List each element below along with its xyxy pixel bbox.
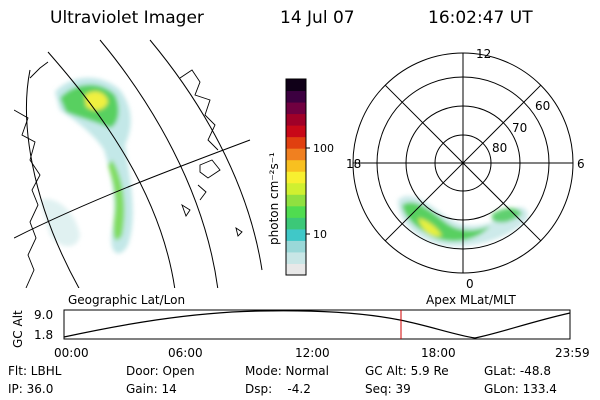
colorbar-cell — [286, 102, 306, 115]
mlat-label-60: 60 — [535, 99, 550, 113]
door-label: Door: Open — [126, 364, 195, 378]
geo-coastlines — [14, 61, 243, 288]
xtick-1200: 12:00 — [295, 346, 330, 360]
colorbar-tick-10: 10 — [313, 228, 327, 241]
mlat-label-80: 80 — [492, 141, 507, 155]
mlt-label-18: 18 — [346, 157, 361, 171]
colorbar-cell — [286, 240, 306, 253]
colorbar-tick-100: 100 — [313, 142, 334, 155]
colorbar-cell — [286, 125, 306, 138]
altitude-curve — [63, 310, 571, 339]
altitude-ytick-top: 9.0 — [34, 308, 53, 322]
colorbar-cell — [286, 79, 306, 92]
glon-label: GLon: 133.4 — [484, 382, 557, 396]
colorbar-cell — [286, 159, 306, 172]
xtick-1800: 18:00 — [421, 346, 456, 360]
gain-label: Gain: 14 — [126, 382, 177, 396]
colorbar-cell — [286, 228, 306, 241]
altitude-chart: GC Alt 9.0 1.8 00:00 06:00 12:00 18:00 2… — [11, 308, 590, 360]
mlat-label-70: 70 — [512, 121, 527, 135]
mlt-label-0: 0 — [466, 277, 474, 291]
time-label: 16:02:47 UT — [428, 8, 533, 28]
seq-label: Seq: 39 — [365, 382, 411, 396]
colorbar-cell — [286, 113, 306, 126]
gc-alt-label: GC Alt: 5.9 Re — [365, 364, 449, 378]
xtick-0000: 00:00 — [54, 346, 89, 360]
colorbar-unit-label: photon cm⁻²s⁻¹ — [267, 152, 281, 245]
polar-aurora-image — [398, 195, 528, 247]
colorbar: 100 10 photon cm⁻²s⁻¹ — [267, 78, 334, 276]
ip-label: IP: 36.0 — [8, 382, 54, 396]
colorbar-cell — [286, 217, 306, 230]
colorbar-cell — [286, 205, 306, 218]
altitude-ylabel: GC Alt — [11, 310, 25, 348]
geo-aurora-image — [40, 77, 133, 254]
geo-map-label: Geographic Lat/Lon — [68, 293, 185, 307]
xtick-0600: 06:00 — [168, 346, 203, 360]
colorbar-cell — [286, 251, 306, 264]
filter-label: Flt: LBHL — [8, 364, 62, 378]
colorbar-cell — [286, 171, 306, 184]
date-label: 14 Jul 07 — [280, 8, 355, 28]
mode-label: Mode: Normal — [245, 364, 329, 378]
xtick-2359: 23:59 — [555, 346, 590, 360]
colorbar-gradient — [286, 79, 306, 276]
polar-plot: 12 18 6 0 60 70 80 — [346, 47, 585, 291]
colorbar-cell — [286, 136, 306, 149]
app-title: Ultraviolet Imager — [50, 8, 204, 28]
colorbar-cell — [286, 194, 306, 207]
mlt-label-6: 6 — [577, 157, 585, 171]
colorbar-cell — [286, 263, 306, 276]
geographic-map — [14, 39, 263, 288]
polar-plot-label: Apex MLat/MLT — [426, 293, 516, 307]
mlt-label-12: 12 — [476, 47, 491, 61]
colorbar-cell — [286, 90, 306, 103]
colorbar-cell — [286, 148, 306, 161]
dsp-label: Dsp: -4.2 — [245, 382, 311, 396]
geo-graticule — [14, 39, 263, 288]
colorbar-cell — [286, 182, 306, 195]
glat-label: GLat: -48.8 — [484, 364, 551, 378]
altitude-ytick-bottom: 1.8 — [34, 328, 53, 342]
